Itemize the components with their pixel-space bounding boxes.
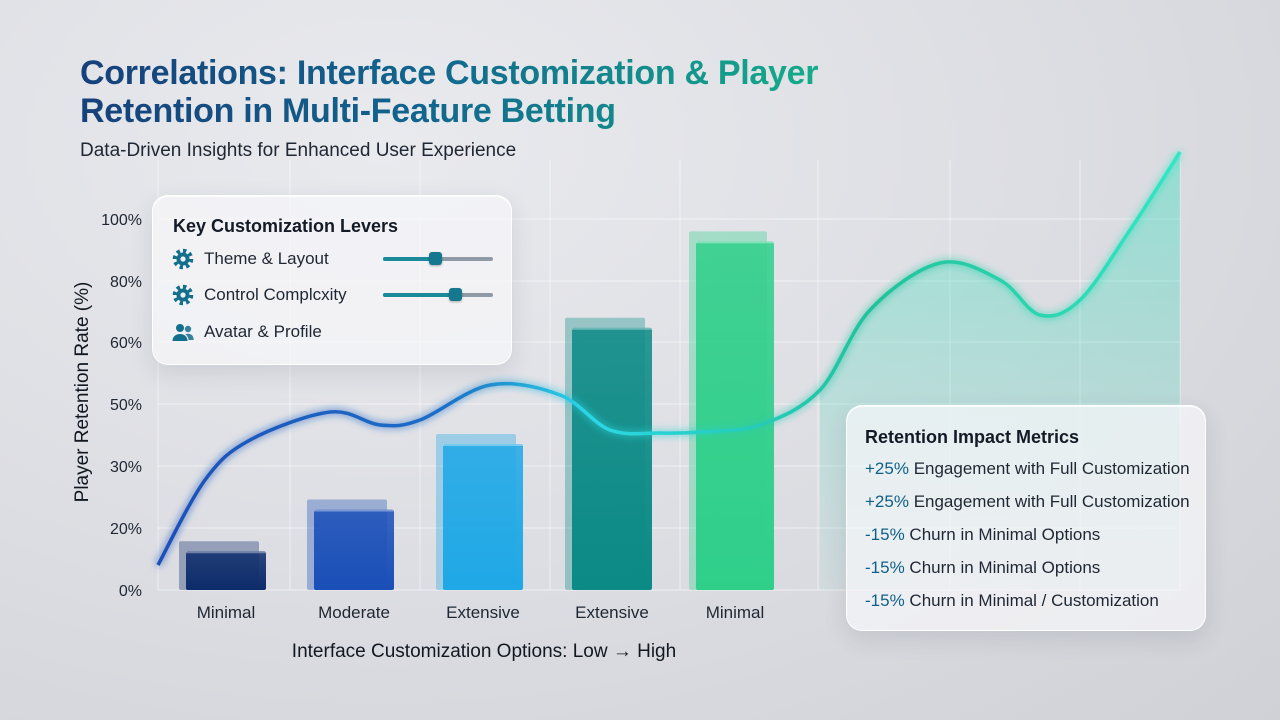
bar-highlight <box>186 551 266 554</box>
bar-face <box>696 241 774 590</box>
metric-text: Churn in Minimal / Customization <box>909 591 1159 610</box>
category-labels: Minimal Moderate Extensive Extensive Minimal <box>197 603 765 622</box>
metric-value: -15% <box>865 558 905 577</box>
bar-highlight <box>314 509 394 512</box>
bar-1 <box>307 499 394 590</box>
category-label: Minimal <box>197 603 256 622</box>
lever-control-complexity: Control Complcxity <box>171 282 501 308</box>
category-label: Extensive <box>446 603 520 622</box>
metric-value: +25% <box>865 459 909 478</box>
gear-icon <box>172 248 194 270</box>
bar-face <box>443 443 523 590</box>
y-tick-label: 60% <box>110 335 142 352</box>
metric-item: -15% Churn in Minimal Options <box>865 558 1100 578</box>
retention-metrics-panel: Retention Impact Metrics +25% Engagement… <box>846 405 1206 631</box>
metric-text: Engagement with Full Customization <box>913 459 1190 478</box>
bar-face <box>572 327 652 590</box>
metric-item: +25% Engagement with Full Customization <box>865 459 1190 479</box>
lever-label: Theme & Layout <box>204 249 329 268</box>
metric-value: +25% <box>865 492 909 511</box>
category-label: Minimal <box>706 603 765 622</box>
lever-theme-layout: Theme & Layout <box>171 246 501 272</box>
bar-face <box>186 551 266 590</box>
y-tick-label: 30% <box>110 459 142 476</box>
y-tick-label: 50% <box>110 397 142 414</box>
bar-face <box>314 509 394 590</box>
bar-highlight <box>696 241 774 244</box>
theme-layout-slider[interactable] <box>383 252 493 265</box>
y-axis-title: Player Retention Rate (%) <box>72 282 93 503</box>
levers-title: Key Customization Levers <box>173 216 399 236</box>
bar-highlight <box>572 327 652 330</box>
lever-avatar-profile: Avatar & Profile <box>171 319 501 345</box>
bars-group <box>179 231 774 590</box>
y-tick-label: 100% <box>101 212 142 229</box>
customization-levers-panel: Key Customization Levers Theme & Layout … <box>152 195 512 365</box>
metrics-title: Retention Impact Metrics <box>865 427 1080 447</box>
y-tick-label: 20% <box>110 521 142 538</box>
trend-line <box>156 151 1182 566</box>
control-complexity-slider[interactable] <box>383 288 493 301</box>
y-tick-labels: 0% 20% 30% 50% 60% 80% 100% <box>101 212 142 600</box>
slider-knob[interactable] <box>428 252 442 265</box>
metric-value: -15% <box>865 525 905 544</box>
metric-text: Churn in Minimal Options <box>909 525 1101 544</box>
x-axis-title: Interface Customization Options: Low → H… <box>292 641 676 662</box>
lever-label: Avatar & Profile <box>204 322 322 341</box>
page-title: Correlations: Interface Customization & … <box>80 54 840 130</box>
bar-0 <box>179 541 266 590</box>
bar-4 <box>689 231 774 590</box>
y-tick-label: 0% <box>119 583 142 600</box>
page-subtitle: Data-Driven Insights for Enhanced User E… <box>80 140 517 161</box>
metric-item: -15% Churn in Minimal / Customization <box>865 591 1159 611</box>
metric-item: +25% Engagement with Full Customization <box>865 492 1190 512</box>
metric-item: -15% Churn in Minimal Options <box>865 525 1100 545</box>
bar-2 <box>436 433 523 590</box>
lever-label: Control Complcxity <box>204 285 347 304</box>
y-tick-label: 80% <box>110 274 142 291</box>
metric-text: Churn in Minimal Options <box>909 558 1101 577</box>
metric-text: Engagement with Full Customization <box>913 492 1190 511</box>
gear-icon <box>172 284 194 306</box>
slider-knob[interactable] <box>448 288 462 301</box>
category-label: Extensive <box>575 603 649 622</box>
bar-highlight <box>443 443 523 446</box>
metric-value: -15% <box>865 591 905 610</box>
category-label: Moderate <box>318 603 390 622</box>
bar-3 <box>565 317 652 590</box>
users-icon <box>172 324 194 341</box>
